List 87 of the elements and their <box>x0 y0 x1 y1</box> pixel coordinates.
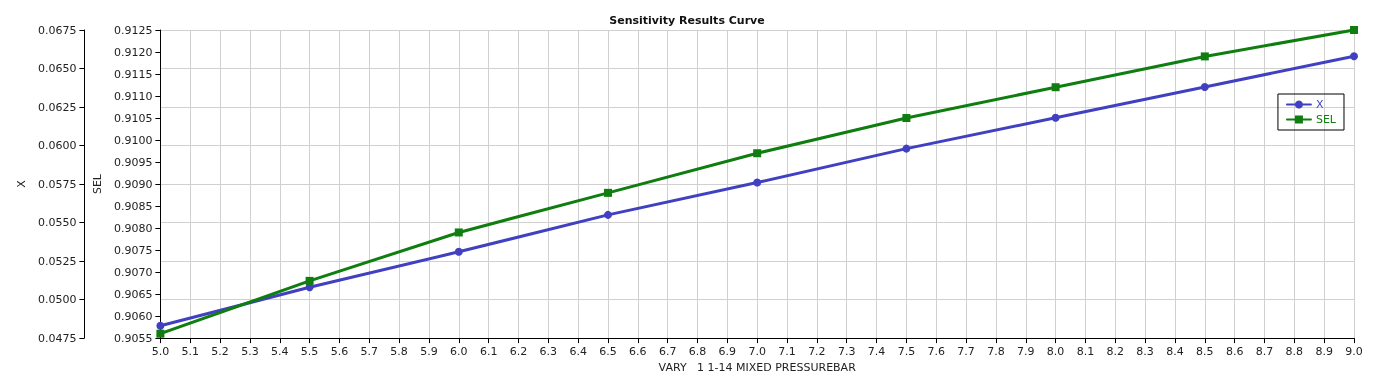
legend-label: SEL <box>1315 113 1337 126</box>
x-tick-label: 5.9 <box>420 345 438 359</box>
point <box>156 321 165 330</box>
x-tick-label: 5.5 <box>300 345 319 359</box>
x-tick-label: 6.3 <box>539 345 558 359</box>
y-tick-label: 0.0525 <box>37 254 77 268</box>
y2-tick-label: 0.9115 <box>113 67 153 81</box>
chart-title: Sensitivity Results Curve <box>609 14 765 27</box>
point <box>1350 52 1358 61</box>
x-tick-label: 7.6 <box>927 345 945 359</box>
y2-tick-label: 0.9120 <box>113 45 153 59</box>
x-tick-label: 7.1 <box>778 345 796 359</box>
legend-label: X <box>1315 98 1324 111</box>
x-tick-label: 5.8 <box>390 345 408 359</box>
y2-tick-label: 0.9055 <box>113 331 153 345</box>
y2-tick-label: 0.9090 <box>113 177 153 191</box>
y-tick-label: 0.0550 <box>37 216 77 230</box>
y-tick-label: 0.0625 <box>37 100 77 114</box>
x-tick-label: 7.4 <box>867 345 886 359</box>
point <box>1200 83 1209 91</box>
point <box>753 149 762 158</box>
x-tick-label: 6.5 <box>599 345 617 359</box>
x-tick-label: 6.9 <box>718 345 737 359</box>
point <box>1200 52 1209 61</box>
y-tick-label: 0.0475 <box>37 331 77 345</box>
x-tick-label: 5.2 <box>211 345 229 359</box>
y-tick-label: 0.0575 <box>37 177 77 191</box>
x-tick-label: 9.0 <box>1345 345 1363 359</box>
y2-tick-label: 0.9075 <box>113 243 153 257</box>
x-tick-label: 8.9 <box>1315 345 1333 359</box>
y2-tick-label: 0.9100 <box>113 133 153 147</box>
x-tick-label: 6.8 <box>688 345 707 359</box>
point <box>902 144 911 153</box>
x-tick-label: 5.1 <box>181 345 199 359</box>
x-tick-label: 8.4 <box>1166 345 1184 359</box>
point <box>305 276 314 285</box>
y2-tick-label: 0.9080 <box>113 221 153 235</box>
x-tick-label: 8.5 <box>1196 345 1214 359</box>
y2-tick-label: 0.9110 <box>113 89 153 103</box>
x-tick-label: 8.7 <box>1255 345 1274 359</box>
y2-tick-label: 0.9060 <box>113 309 153 323</box>
x-tick-label: 7.8 <box>987 345 1005 359</box>
x-axis-title: VARY 1 1-14 MIXED PRESSUREBAR <box>658 361 857 374</box>
x-tick-label: 6.1 <box>479 345 498 359</box>
x-tick-label: 6.0 <box>450 345 468 359</box>
point <box>604 210 612 219</box>
x-tick-label: 6.4 <box>569 345 587 359</box>
y-tick-label: 0.0650 <box>37 62 77 76</box>
point <box>1051 113 1060 122</box>
x-tick-label: 7.5 <box>897 345 916 359</box>
y-tick-label: 0.0500 <box>37 293 77 307</box>
x-tick-label: 5.6 <box>330 345 349 359</box>
point <box>454 228 463 237</box>
y-tick-label: 0.0600 <box>37 139 77 153</box>
x-tick-label: 7.0 <box>748 345 766 359</box>
point <box>902 114 911 123</box>
point <box>753 178 762 187</box>
x-tick-label: 8.3 <box>1136 345 1154 359</box>
x-tick-label: 5.4 <box>271 345 289 359</box>
point <box>1350 26 1358 34</box>
y2-tick-label: 0.9105 <box>113 111 153 125</box>
point <box>603 188 612 197</box>
x-tick-label: 5.7 <box>360 345 379 359</box>
y2-tick-label: 0.9070 <box>113 265 153 279</box>
x-tick-label: 7.3 <box>837 345 856 359</box>
y2-tick-label: 0.9125 <box>113 23 153 37</box>
x-tick-label: 7.2 <box>808 345 826 359</box>
y-axis-title: X <box>15 179 28 188</box>
point <box>1051 83 1060 92</box>
point <box>454 247 463 256</box>
y2-axis-title: SEL <box>91 173 104 195</box>
x-tick-label: 8.1 <box>1076 345 1095 359</box>
x-tick-label: 7.7 <box>957 345 975 359</box>
x-tick-label: 8.8 <box>1285 345 1304 359</box>
y-tick-label: 0.0675 <box>37 23 77 37</box>
y2-tick-label: 0.9065 <box>113 287 153 301</box>
x-tick-label: 6.2 <box>509 345 528 359</box>
y2-tick-label: 0.9095 <box>113 155 153 169</box>
x-tick-label: 5.3 <box>241 345 259 359</box>
x-tick-label: 7.9 <box>1017 345 1035 359</box>
x-tick-label: 8.2 <box>1106 345 1125 359</box>
y2-tick-label: 0.9085 <box>113 199 153 213</box>
x-tick-label: 8.0 <box>1046 345 1065 359</box>
x-tick-label: 6.6 <box>629 345 647 359</box>
x-tick-label: 8.6 <box>1225 345 1244 359</box>
x-tick-label: 6.7 <box>658 345 677 359</box>
x-tick-label: 5.0 <box>151 345 170 359</box>
